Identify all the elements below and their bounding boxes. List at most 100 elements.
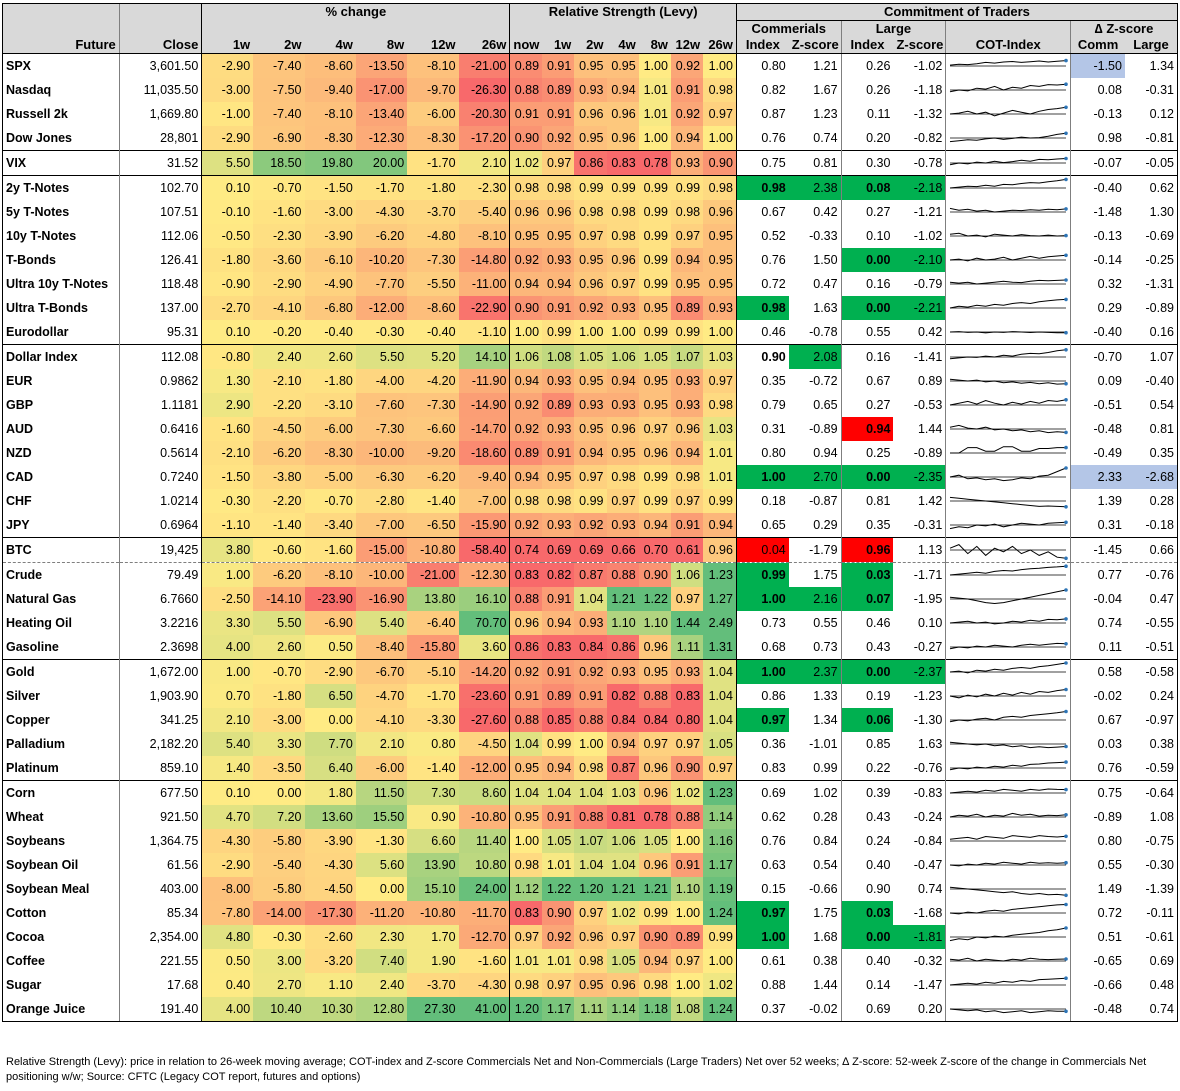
- large-index-cell: 0.39: [840, 780, 894, 805]
- rs-cell: 0.95: [703, 272, 737, 296]
- pct-change-cell: -9.40: [304, 78, 356, 102]
- rs-cell: 0.98: [542, 489, 575, 513]
- table-row: Soybeans 1,364.75 -4.30 -5.80 -3.90 -1.30 6.60…: [2, 829, 1178, 853]
- rs-cell: 1.04: [574, 853, 607, 877]
- pct-change-cell: 1.80: [304, 780, 356, 805]
- rs-cell: 0.99: [542, 732, 575, 756]
- rs-cell: 1.04: [542, 780, 575, 805]
- close-cell: 0.7240: [118, 465, 202, 489]
- rs-cell: 0.95: [509, 805, 543, 829]
- large-zscore-cell: -1.30: [913, 713, 943, 727]
- col-header-rs-4w: 4w: [606, 37, 639, 54]
- table-row: Cocoa 2,354.00 4.80 -0.30 -2.60 2.30 1.70 -12.7…: [2, 925, 1178, 949]
- rs-cell: 1.04: [509, 732, 543, 756]
- pct-change-cell: -4.00: [355, 369, 408, 393]
- table-row: Ultra T-Bonds 137.00 -2.70 -4.10 -6.80 -12.00…: [2, 296, 1178, 320]
- rs-cell: 0.88: [606, 562, 639, 587]
- com-zscore-cell: 1.67: [813, 83, 838, 97]
- pct-change-cell: 2.40: [253, 344, 305, 369]
- pct-change-cell: 4.00: [201, 997, 254, 1022]
- rs-cell: 1.11: [670, 635, 704, 660]
- rs-cell: 0.88: [574, 708, 607, 732]
- rs-cell: 0.98: [606, 224, 639, 248]
- sparkline-last-point: [1064, 556, 1069, 561]
- rs-cell: 0.99: [638, 248, 671, 272]
- large-zscore-cell: 0.10: [917, 616, 943, 630]
- pct-change-cell: -6.90: [253, 126, 305, 151]
- future-name: Corn: [2, 780, 120, 805]
- rs-cell: 0.91: [509, 684, 543, 708]
- rs-cell: 0.94: [638, 513, 671, 538]
- pct-change-cell: 2.30: [355, 925, 408, 949]
- dz-comm-cell: -0.65: [1070, 949, 1125, 973]
- sparkline-svg: [950, 348, 1069, 360]
- rs-cell: 0.89: [670, 296, 704, 320]
- rs-cell: 0.97: [638, 417, 671, 441]
- pct-change-cell: -8.00: [201, 877, 254, 901]
- pct-change-cell: 11.50: [355, 780, 408, 805]
- com-zscore-cell: 0.29: [813, 518, 838, 532]
- com-index-cell: 0.31: [735, 417, 789, 441]
- pct-change-cell: 5.50: [355, 344, 408, 369]
- close-cell: 79.49: [118, 562, 202, 587]
- rs-cell: 1.06: [670, 562, 704, 587]
- rs-cell: 0.87: [606, 756, 639, 781]
- rs-cell: 0.95: [574, 973, 607, 997]
- rs-cell: 0.89: [542, 684, 575, 708]
- large-zscore-cell: -1.71: [893, 562, 946, 587]
- dz-comm-cell: -0.48: [1070, 417, 1125, 441]
- pct-change-cell: 1.40: [201, 756, 254, 781]
- rs-cell: 0.92: [509, 417, 543, 441]
- pct-change-cell: -17.00: [355, 78, 408, 102]
- rs-cell: 0.96: [509, 200, 543, 224]
- dz-comm-cell: 0.31: [1070, 513, 1125, 538]
- pct-change-cell: -2.10: [253, 369, 305, 393]
- rs-cell: 0.83: [509, 901, 543, 925]
- dz-large-cell: 0.48: [1124, 973, 1178, 997]
- col-header-dz-comm: Comm: [1070, 37, 1125, 54]
- dz-large-cell: 1.07: [1124, 344, 1178, 369]
- rs-cell: 0.95: [574, 126, 607, 151]
- pct-change-cell: -6.60: [407, 417, 459, 441]
- rs-cell: 0.97: [670, 949, 704, 973]
- rs-cell: 1.07: [670, 344, 704, 369]
- rs-cell: 1.05: [703, 732, 737, 756]
- sparkline-path: [950, 886, 1067, 896]
- rs-cell: 0.92: [670, 53, 704, 78]
- hdr-blank-2: [118, 3, 202, 21]
- table-row: Sugar 17.68 0.40 2.70 1.10 2.40 -3.70 -4.30 0.98…: [2, 973, 1178, 997]
- dz-large-cell: -0.31: [1124, 78, 1178, 102]
- pct-change-cell: -8.30: [304, 126, 356, 151]
- large-zscore-cell: 1.13: [893, 537, 946, 563]
- pct-change-cell: 19.80: [304, 150, 356, 176]
- pct-change-cell: -5.10: [407, 659, 459, 684]
- pct-change-cell: -1.60: [458, 949, 510, 973]
- rs-cell: 1.06: [606, 829, 639, 853]
- rs-cell: 1.01: [542, 853, 575, 877]
- sparkline-path: [950, 689, 1067, 699]
- com-zscore-cell: 0.28: [813, 810, 838, 824]
- sparkline-path: [950, 904, 1067, 915]
- close-cell: 3,601.50: [118, 53, 202, 78]
- sparkline-svg: [950, 642, 1069, 650]
- pct-change-cell: -10.80: [458, 805, 510, 829]
- sparkline-path: [950, 446, 1067, 454]
- pct-change-cell: -10.00: [355, 562, 408, 587]
- dz-large-cell: -0.75: [1124, 829, 1178, 853]
- pct-change-cell: -4.30: [201, 829, 254, 853]
- rs-cell: 0.97: [670, 587, 704, 611]
- pct-change-cell: -7.30: [407, 248, 459, 272]
- rs-cell: 0.84: [606, 708, 639, 732]
- rs-cell: 0.89: [670, 925, 704, 949]
- large-index-cell: 0.26: [840, 53, 894, 78]
- dz-large-cell: 1.08: [1124, 805, 1178, 829]
- sparkline-svg: [950, 207, 1069, 213]
- rs-cell: 1.17: [703, 853, 737, 877]
- pct-change-cell: -6.00: [304, 417, 356, 441]
- com-zscore-cell: 1.34: [813, 713, 838, 727]
- large-index-cell: 0.22: [840, 756, 894, 781]
- rs-cell: 0.94: [670, 126, 704, 151]
- col-header-rs-26w: 26w: [703, 37, 737, 54]
- rs-cell: 0.90: [638, 925, 671, 949]
- com-zscore-cell: 0.54: [813, 858, 838, 872]
